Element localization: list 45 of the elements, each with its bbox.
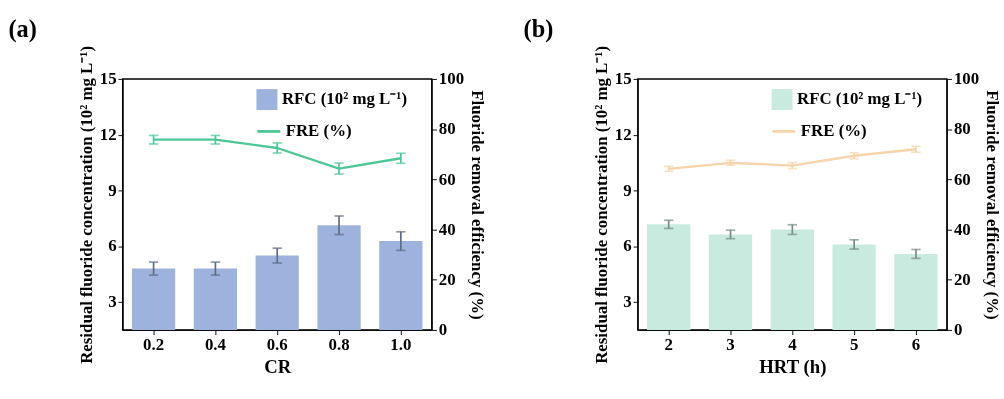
y-tick-label: 6 <box>108 236 117 256</box>
y2-tick-label: 0 <box>953 320 963 340</box>
y2-tick-label: 40 <box>438 219 456 239</box>
y2-tick-label: 80 <box>438 119 456 139</box>
y2-tick-label: 100 <box>438 69 465 89</box>
y2-tick-label: 0 <box>438 320 448 340</box>
x-tick-label: 6 <box>911 335 921 355</box>
y-tick-label: 12 <box>99 124 117 144</box>
y2-tick-label: 20 <box>438 269 456 289</box>
y-tick-label: 9 <box>108 180 117 200</box>
x-tick-label: 0.4 <box>204 335 227 355</box>
line-series <box>152 138 403 170</box>
y-tick-label: 3 <box>108 292 117 312</box>
y2-axis-title: Fluoride removal efficiency (%) <box>982 90 1002 320</box>
x-axis-title: CR <box>264 355 292 377</box>
x-tick-label: 1.0 <box>390 335 412 355</box>
y-axis-title: Residual fluoride concentration (10² mg L⁻¹) <box>77 45 97 364</box>
chart-title: (b) <box>523 15 554 44</box>
y-tick-label: 15 <box>614 69 632 89</box>
x-tick-label: 3 <box>726 335 735 355</box>
y2-tick-label: 100 <box>953 69 980 89</box>
x-tick-label: 4 <box>788 335 798 355</box>
chart-title: (a) <box>8 15 37 44</box>
x-tick-label: 2 <box>664 335 673 355</box>
y2-tick-label: 20 <box>953 269 971 289</box>
y2-axis-title: Fluoride removal efficiency (%) <box>467 90 487 320</box>
y-tick-label: 6 <box>623 236 632 256</box>
x-tick-label: 0.6 <box>266 335 288 355</box>
y-tick-label: 9 <box>623 180 632 200</box>
y-tick-label: 12 <box>614 124 632 144</box>
y-tick-label: 3 <box>623 292 632 312</box>
legend-label: RFC (10² mg L⁻¹) <box>281 89 408 109</box>
y2-tick-label: 60 <box>438 169 456 189</box>
y-tick-label: 15 <box>99 69 117 89</box>
legend-label: RFC (10² mg L⁻¹) <box>797 89 923 109</box>
y-axis-title: Residual fluoride concentration (10² mg L⁻¹) <box>592 45 612 364</box>
x-tick-label: 0.2 <box>143 335 165 355</box>
legend-label: FRE (%) <box>285 121 352 141</box>
x-tick-label: 5 <box>849 335 859 355</box>
legend-label: FRE (%) <box>800 121 867 141</box>
x-tick-label: 0.8 <box>328 335 350 355</box>
x-axis-title: HRT (h) <box>759 355 827 378</box>
y2-tick-label: 60 <box>953 169 971 189</box>
y2-tick-label: 40 <box>953 219 971 239</box>
y2-tick-label: 80 <box>953 119 971 139</box>
